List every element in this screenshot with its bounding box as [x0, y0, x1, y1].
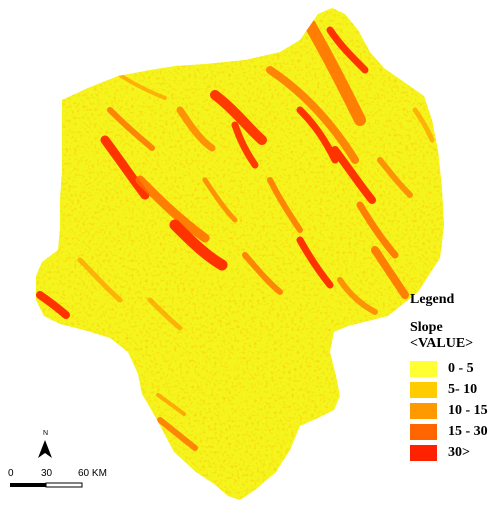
legend-title: Legend	[410, 292, 455, 307]
slope-ridges	[36, 19, 435, 451]
legend-label: 15 - 30	[448, 423, 488, 439]
north-letter: N	[43, 430, 49, 437]
scale-label-30: 30	[41, 468, 53, 479]
legend-item: 5- 10	[410, 379, 488, 400]
legend-swatch	[410, 381, 437, 398]
legend-label: 30>	[448, 444, 470, 460]
legend-label: 5- 10	[448, 381, 478, 397]
legend-swatch	[410, 444, 437, 461]
legend-item: 0 - 5	[410, 358, 488, 379]
legend-field: <VALUE>	[410, 336, 474, 351]
legend-swatch	[410, 360, 437, 377]
north-arrow-icon	[38, 440, 52, 458]
legend-label: 0 - 5	[448, 360, 474, 376]
legend-swatch	[410, 423, 437, 440]
legend-subtitle: Slope	[410, 320, 443, 335]
legend: Legend Slope <VALUE> 0 - 5 5- 10 10 - 15…	[410, 292, 488, 463]
legend-item: 15 - 30	[410, 421, 488, 442]
legend-swatch	[410, 402, 437, 419]
legend-item: 30>	[410, 442, 488, 463]
legend-item: 10 - 15	[410, 400, 488, 421]
scale-bar	[10, 482, 83, 488]
scale-label-60: 60 KM	[78, 468, 107, 479]
legend-label: 10 - 15	[448, 402, 488, 418]
scale-label-0: 0	[8, 468, 14, 479]
